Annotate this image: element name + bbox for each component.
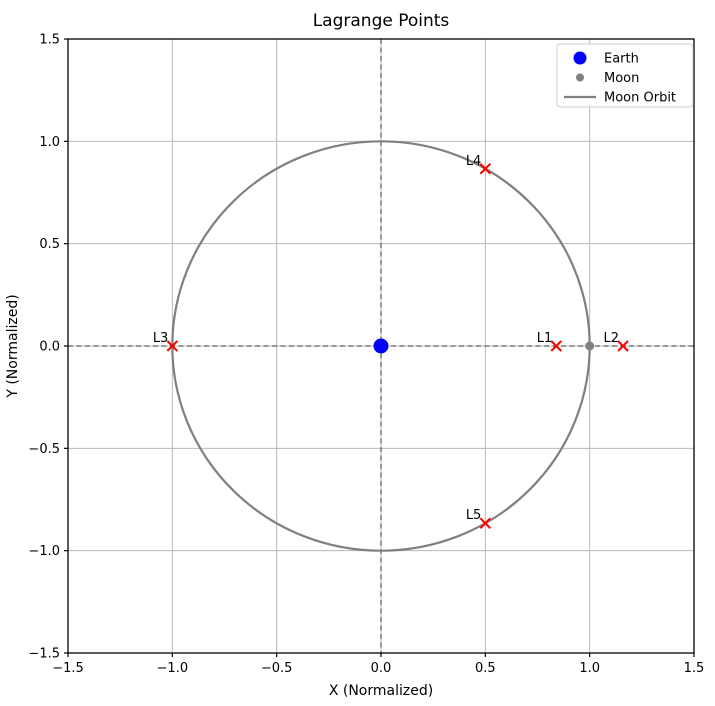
y-tick-label: 0.5 xyxy=(39,237,60,252)
y-tick-label: 1.0 xyxy=(39,135,60,150)
x-marker-stroke xyxy=(479,517,492,529)
x-tick-label: −0.5 xyxy=(261,661,293,676)
x-marker-stroke xyxy=(550,340,562,352)
x-axis-label: X (Normalized) xyxy=(329,683,433,699)
x-marker-stroke xyxy=(166,340,179,352)
chart-title: Lagrange Points xyxy=(313,11,450,31)
lagrange-marker-L2 xyxy=(617,340,629,352)
lagrange-marker-L4 xyxy=(479,163,492,175)
y-tick-label: 1.5 xyxy=(39,33,60,48)
legend-moon-label: Moon xyxy=(604,71,639,86)
legend-earth-label: Earth xyxy=(604,52,639,67)
y-tick-label: −1.5 xyxy=(28,647,60,662)
y-tick-label: 0.0 xyxy=(39,340,60,355)
x-tick-label: −1.5 xyxy=(52,661,84,676)
legend-orbit-label: Moon Orbit xyxy=(604,91,676,106)
moon-point xyxy=(585,341,595,351)
legend-earth-marker-icon xyxy=(573,51,587,65)
x-tick-label: 1.5 xyxy=(684,661,705,676)
x-marker-stroke xyxy=(479,163,492,175)
axis-ticks-layer: −1.5 −1.0 −0.5 0.0 0.5 1.0 1.5 −1.5 −1.0 −0.5 0.0 0… xyxy=(28,33,704,677)
legend-moon-marker-icon xyxy=(576,73,584,82)
x-tick-label: 0.0 xyxy=(371,661,392,676)
lagrange-label-L3: L3 xyxy=(153,331,169,346)
x-tick-label: −1.0 xyxy=(157,661,189,676)
legend-box xyxy=(556,43,694,108)
x-tick-label: 0.5 xyxy=(475,661,496,676)
y-axis-label: Y (Normalized) xyxy=(5,294,21,398)
data-points-layer: L1 L2 L3 L4 L5 xyxy=(153,154,629,529)
lagrange-label-L4: L4 xyxy=(466,154,482,169)
x-tick-label: 1.0 xyxy=(579,661,600,676)
lagrange-label-L1: L1 xyxy=(537,331,553,346)
lagrange-marker-L3 xyxy=(166,340,179,352)
lagrange-marker-L1 xyxy=(550,340,562,352)
y-tick-label: −0.5 xyxy=(28,442,60,457)
lagrange-label-L5: L5 xyxy=(466,508,482,523)
x-marker-stroke xyxy=(617,340,629,352)
lagrange-label-L2: L2 xyxy=(604,331,620,346)
lagrange-marker-L5 xyxy=(479,517,492,529)
legend: Earth Moon Moon Orbit xyxy=(556,43,694,108)
earth-point xyxy=(373,338,389,354)
y-tick-label: −1.0 xyxy=(28,544,60,559)
